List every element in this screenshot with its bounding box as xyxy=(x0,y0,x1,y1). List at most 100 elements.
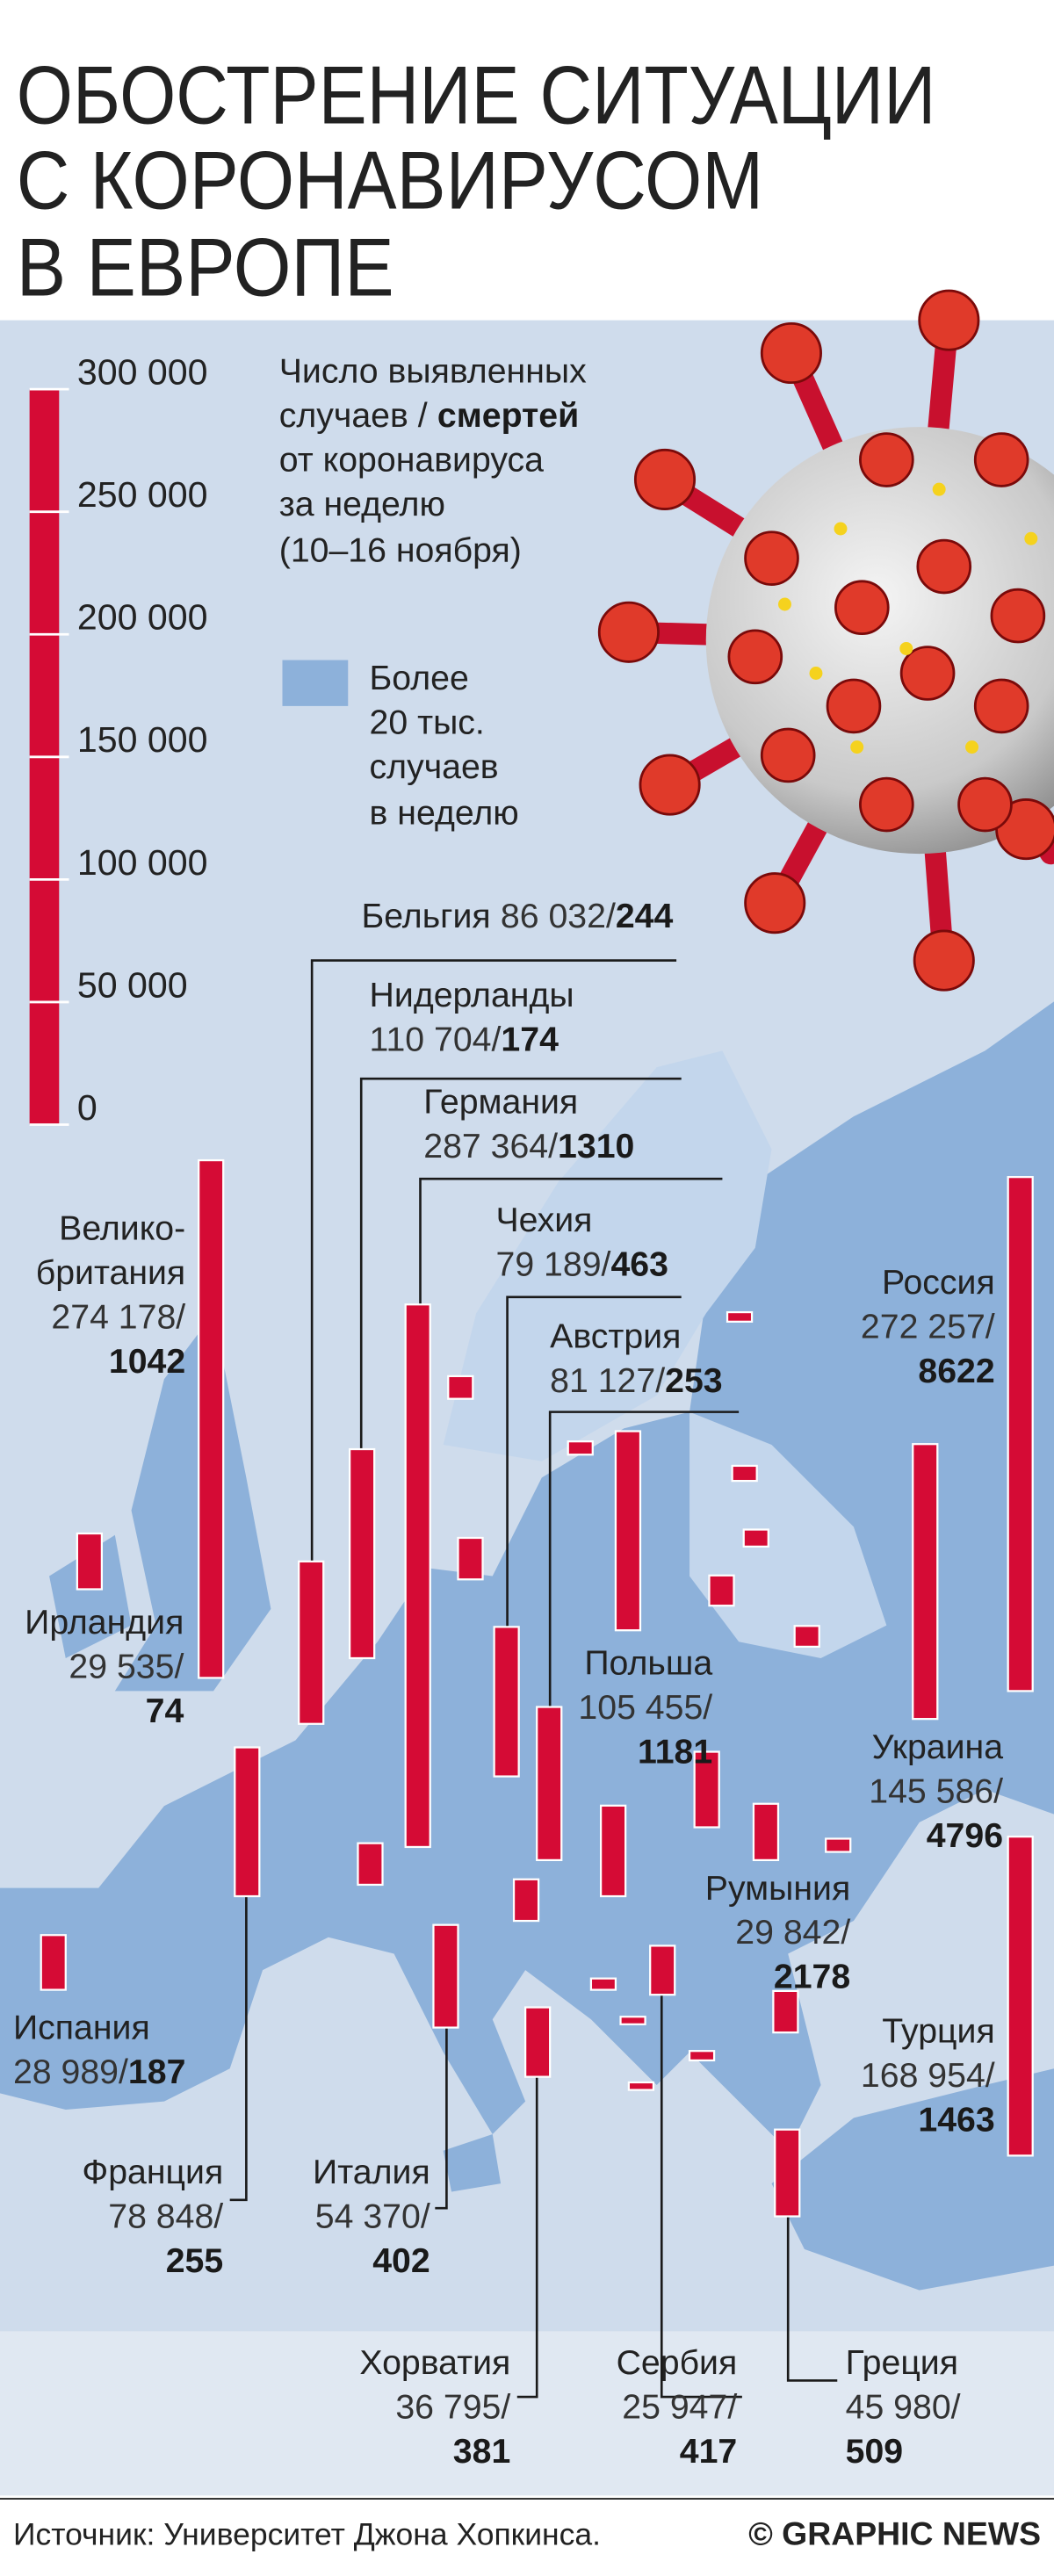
deaths-label: 1310 xyxy=(558,1127,634,1165)
note-line: случаев / смертей xyxy=(279,396,579,435)
deaths-label: 253 xyxy=(665,1361,723,1400)
leader-line xyxy=(435,2027,448,2210)
cases-label: 287 364 xyxy=(423,1127,548,1165)
bar xyxy=(493,1626,520,1778)
cases-label: 28 989 xyxy=(13,2053,119,2091)
separator: / xyxy=(951,2387,961,2426)
y-tick-label: 150 000 xyxy=(77,719,208,760)
numbers: 29 535/ xyxy=(69,1647,184,1685)
numbers: 29 842/ xyxy=(735,1913,850,1952)
leader-line xyxy=(786,2216,838,2382)
country-name: Испания xyxy=(13,2009,150,2047)
country-name-line: Польша xyxy=(584,1644,712,1683)
country-name-line: Италия xyxy=(313,2153,430,2191)
bar xyxy=(536,1706,563,1862)
bar xyxy=(752,1802,780,1862)
country-name-line: Украина xyxy=(872,1728,1004,1766)
cases-label: 145 586 xyxy=(869,1771,993,1810)
title-line: В ЕВРОПЕ xyxy=(17,221,394,314)
separator: / xyxy=(841,1913,850,1952)
cases-label: 274 178 xyxy=(51,1297,176,1336)
map-fade xyxy=(0,2331,1054,2496)
cases-label: 272 257 xyxy=(861,1308,985,1346)
title-line: С КОРОНАВИРУСОМ xyxy=(17,134,763,227)
country-name-line: Испания xyxy=(13,2009,150,2047)
separator: / xyxy=(492,1020,502,1058)
country-name-line: Германия xyxy=(423,1082,578,1121)
y-tick-label: 50 000 xyxy=(77,964,188,1005)
cases-label: 45 980 xyxy=(846,2387,951,2426)
bar xyxy=(693,1750,720,1829)
country-name: Ирландия xyxy=(25,1603,184,1642)
separator: / xyxy=(993,1771,1003,1810)
numbers: 272 257/ xyxy=(861,1308,995,1346)
bar xyxy=(357,1842,384,1887)
cases-label: 29 535 xyxy=(69,1647,174,1685)
separator: / xyxy=(985,2056,995,2095)
country-name-line: Сербия xyxy=(617,2343,738,2382)
shade-legend-line: Более xyxy=(370,659,469,697)
deaths-label: 381 xyxy=(453,2432,511,2471)
cases-label: 105 455 xyxy=(578,1688,703,1727)
cases-label: 81 127 xyxy=(550,1361,655,1400)
bar xyxy=(524,2006,552,2078)
country-name: Польша xyxy=(584,1644,712,1683)
leader-line xyxy=(516,2076,538,2399)
separator: / xyxy=(602,1245,611,1283)
cases-label: 86 032 xyxy=(501,897,606,935)
note-line: (10–16 ноября) xyxy=(279,530,522,569)
virus-illustration xyxy=(597,289,1054,992)
y-tick-label: 300 000 xyxy=(77,352,208,393)
bar xyxy=(726,1310,754,1323)
country-name: Италия xyxy=(313,2153,430,2191)
numbers: 54 370/ xyxy=(315,2197,430,2236)
separator: / xyxy=(727,2387,737,2426)
country-name: Велико-британия xyxy=(36,1209,185,1291)
numbers: 168 954/ xyxy=(861,2056,995,2095)
numbers: 36 795/ xyxy=(395,2387,510,2426)
deaths-label: 402 xyxy=(372,2241,430,2280)
deaths-label: 2178 xyxy=(774,1958,850,1996)
bar xyxy=(1007,1176,1034,1692)
country-name-line: Греция xyxy=(846,2343,958,2382)
bar xyxy=(298,1560,325,1725)
land-light xyxy=(443,1050,772,1461)
shade-legend-line: 20 тыс. xyxy=(370,704,485,742)
country-name-line: Австрия xyxy=(550,1317,681,1356)
numbers: 287 364/1310 xyxy=(423,1127,634,1165)
numbers: 79 189/463 xyxy=(495,1245,668,1283)
bar xyxy=(912,1443,939,1721)
leader-line xyxy=(310,959,677,1590)
title: ОБОСТРЕНИЕ СИТУАЦИИ С КОРОНАВИРУСОМ В ЕВ… xyxy=(17,48,936,313)
shade-legend-line: в неделю xyxy=(370,793,519,832)
country-name: Германия xyxy=(423,1082,578,1121)
country-name-line: Велико- xyxy=(59,1209,185,1247)
bar xyxy=(40,1934,67,1991)
bar xyxy=(432,1923,459,2029)
bar xyxy=(76,1532,104,1591)
separator: / xyxy=(176,1297,185,1336)
country-name-line: Россия xyxy=(882,1263,995,1302)
country-name: Нидерланды xyxy=(370,976,574,1014)
deaths-label: 1042 xyxy=(109,1342,185,1381)
separator: / xyxy=(501,2387,510,2426)
bar xyxy=(614,1430,642,1632)
title-line: ОБОСТРЕНИЕ СИТУАЦИИ xyxy=(17,48,936,141)
y-tick-label: 100 000 xyxy=(77,842,208,883)
note-line: за неделю xyxy=(279,485,445,523)
bar xyxy=(234,1746,261,1898)
land xyxy=(114,1313,271,1692)
bar xyxy=(688,2050,716,2062)
country-name-line: Нидерланды xyxy=(370,976,574,1014)
country-label: Бельгия 86 032/244 xyxy=(362,897,674,935)
deaths-label: 509 xyxy=(846,2432,904,2471)
country-name-line: Румыния xyxy=(705,1869,850,1908)
leader-line xyxy=(548,1411,740,1720)
separator: / xyxy=(548,1127,558,1165)
separator: / xyxy=(655,1361,665,1400)
bar xyxy=(349,1447,376,1660)
deaths-label: 1463 xyxy=(918,2100,994,2139)
country-name: Румыния xyxy=(705,1869,850,1908)
cases-label: 36 795 xyxy=(395,2387,501,2426)
